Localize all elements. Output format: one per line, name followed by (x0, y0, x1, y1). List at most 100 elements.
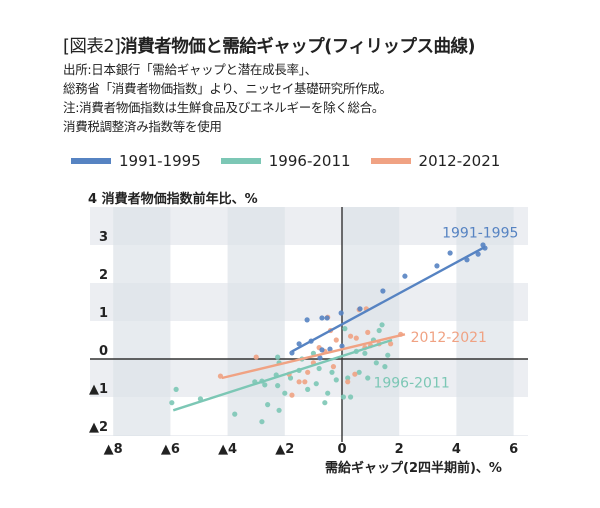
data-point-2012-2021 (345, 379, 351, 385)
data-point-1996-2011 (169, 400, 175, 406)
y-tick-label: 1 (99, 306, 108, 321)
data-point-1996-2011 (322, 400, 328, 406)
series-label-2012-2021: 2012-2021 (411, 330, 487, 346)
data-point-1996-2011 (282, 390, 288, 396)
data-point-1991-1995 (402, 273, 408, 279)
y-tick-label: ▲1 (89, 382, 108, 397)
legend-item-1991: 1991-1995 (71, 152, 201, 170)
series-label-1996-2011: 1996-2011 (373, 376, 449, 392)
data-point-1996-2011 (265, 402, 271, 408)
data-point-2012-2021 (333, 337, 339, 343)
data-point-1991-1995 (296, 341, 302, 347)
data-point-1996-2011 (262, 382, 268, 388)
data-point-1991-1995 (319, 315, 325, 321)
data-point-1996-2011 (362, 350, 368, 356)
data-point-1996-2011 (365, 375, 371, 381)
y-axis-label: 4 消費者物価指数前年比、% (88, 188, 258, 207)
data-point-1996-2011 (275, 383, 281, 389)
data-point-1996-2011 (325, 390, 331, 396)
y-tick-label: 0 (99, 344, 108, 359)
data-point-1991-1995 (475, 251, 481, 257)
x-tick-label: 6 (509, 442, 518, 457)
data-point-1996-2011 (316, 365, 322, 372)
data-point-1991-1995 (380, 288, 386, 294)
data-point-2012-2021 (330, 364, 337, 370)
vertical-band (342, 207, 400, 436)
horizontal-band (90, 435, 528, 436)
legend-label: 1996-2011 (268, 152, 351, 170)
vertical-band (113, 207, 171, 436)
data-point-1996-2011 (173, 386, 179, 392)
legend-swatch-orange (370, 158, 411, 164)
data-point-1991-1995 (319, 347, 325, 353)
data-point-1996-2011 (356, 369, 362, 375)
legend-label: 2012-2021 (418, 152, 501, 170)
source-note-2: 総務省「消費者物価指数」より、ニッセイ基礎研究所作成。 (63, 81, 392, 96)
y-tick-label: 2 (99, 268, 108, 283)
y-tick-label: 3 (99, 230, 108, 245)
data-point-1991-1995 (339, 343, 345, 349)
y-axis-title: 消費者物価指数前年比、% (101, 192, 258, 207)
x-tick-label: ▲2 (275, 442, 294, 457)
data-point-1996-2011 (276, 407, 282, 413)
y-tick-label: ▲2 (89, 420, 108, 435)
data-point-2012-2021 (388, 341, 394, 347)
data-point-1996-2011 (382, 364, 388, 370)
data-point-1991-1995 (324, 315, 330, 321)
data-point-1996-2011 (259, 419, 265, 425)
trend-line-1991-1995 (291, 245, 486, 353)
data-point-1991-1995 (357, 306, 363, 312)
legend-item-2012: 2012-2021 (370, 152, 501, 170)
x-axis-label: 需給ギャップ(2四半期前)、% (325, 461, 502, 476)
x-tick-label: 4 (452, 442, 461, 457)
data-point-1996-2011 (345, 375, 351, 381)
data-point-1991-1995 (447, 250, 453, 256)
note-2: 消費税調整済み指数等を使用 (63, 119, 222, 134)
data-point-1996-2011 (232, 411, 238, 417)
data-point-1996-2011 (313, 381, 319, 387)
legend: 1991-1995 1996-2011 2012-2021 (71, 152, 520, 170)
x-tick-label: ▲4 (218, 442, 237, 457)
chart-title: [図表2]消費者物価と需給ギャップ(フィリップス曲線) (63, 33, 475, 58)
data-point-1996-2011 (310, 350, 316, 356)
x-tick-label: ▲8 (104, 442, 123, 457)
vertical-band (227, 207, 285, 436)
data-point-1996-2011 (385, 352, 391, 358)
data-point-2012-2021 (302, 379, 308, 385)
data-point-1996-2011 (373, 360, 379, 366)
data-point-1996-2011 (340, 394, 347, 400)
title-text: 消費者物価と需給ギャップ(フィリップス曲線) (120, 37, 475, 57)
data-point-2012-2021 (289, 392, 295, 398)
data-point-2012-2021 (365, 329, 371, 335)
legend-label: 1991-1995 (119, 152, 201, 170)
data-point-1996-2011 (376, 327, 382, 334)
data-point-1996-2011 (305, 386, 311, 392)
source-note-1: 出所:日本銀行「需給ギャップと潜在成長率」、 (63, 62, 317, 77)
data-point-1991-1995 (304, 317, 310, 323)
data-point-1996-2011 (333, 377, 339, 383)
data-point-1996-2011 (275, 354, 281, 360)
note-1: 注:消費者物価指数は生鮮食品及びエネルギーを除く総合。 (63, 100, 385, 115)
y-axis-top-value: 4 (88, 192, 98, 207)
trend-line-2012-2021 (221, 333, 406, 380)
data-point-1996-2011 (342, 326, 348, 332)
trend-line-1996-2011 (172, 338, 393, 412)
data-point-2012-2021 (296, 379, 302, 385)
data-point-2012-2021 (305, 369, 311, 375)
x-tick-label: 2 (395, 442, 404, 457)
data-point-2012-2021 (347, 333, 354, 339)
legend-swatch-blue (71, 158, 111, 164)
legend-item-1996: 1996-2011 (220, 152, 351, 170)
legend-swatch-teal (220, 158, 261, 164)
x-tick-label: ▲6 (161, 442, 180, 457)
series-label-1991-1995: 1991-1995 (442, 225, 518, 241)
data-point-1991-1995 (434, 263, 440, 269)
data-point-1991-1995 (338, 310, 344, 316)
data-point-1996-2011 (379, 322, 385, 328)
data-point-2012-2021 (253, 354, 259, 360)
x-tick-label: 0 (337, 442, 346, 457)
figure-number: [図表2] (63, 37, 121, 57)
data-point-2012-2021 (353, 335, 359, 341)
data-point-1991-1995 (327, 346, 333, 352)
data-point-2012-2021 (352, 371, 358, 377)
